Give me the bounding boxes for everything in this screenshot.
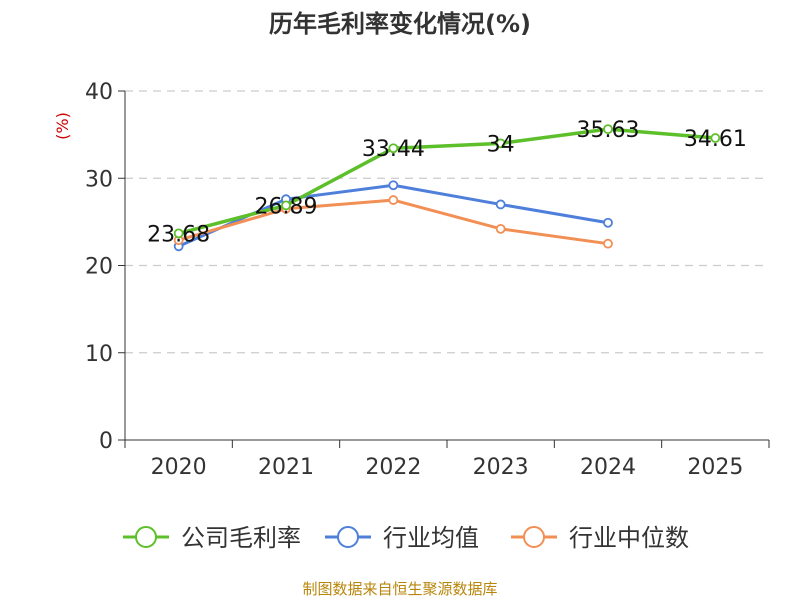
- data-point: [495, 223, 506, 234]
- data-point: [388, 143, 399, 154]
- data-point: [710, 133, 721, 143]
- data-point: [603, 124, 613, 135]
- legend-label: 行业中位数: [569, 524, 689, 552]
- legend-marker: [135, 526, 157, 548]
- y-tick-label: 40: [85, 80, 113, 105]
- y-tick-label: 20: [85, 255, 113, 280]
- x-tick-label: 2021: [258, 455, 314, 480]
- data-point: [603, 217, 613, 228]
- legend-marker: [523, 526, 545, 548]
- data-point: [495, 138, 506, 149]
- source-note: 制图数据来自恒生聚源数据库: [302, 580, 498, 598]
- legend-label: 行业均值: [383, 524, 479, 552]
- legend-marker: [337, 526, 359, 548]
- data-label: 34.61: [684, 127, 747, 152]
- y-tick-label: 10: [85, 342, 113, 367]
- x-tick-label: 2023: [473, 455, 529, 480]
- data-point: [388, 195, 399, 205]
- data-point: [495, 199, 506, 210]
- data-point: [281, 200, 291, 211]
- y-tick-label: 30: [85, 167, 113, 192]
- data-label: 23.68: [147, 222, 210, 247]
- x-tick-label: 2025: [687, 455, 743, 480]
- x-tick-label: 2022: [365, 455, 421, 480]
- data-label: 33.44: [362, 137, 425, 162]
- y-axis-label: (%): [53, 112, 72, 140]
- x-tick-label: 2024: [580, 455, 636, 480]
- x-tick-label: 2020: [151, 455, 207, 480]
- data-label: 26.89: [255, 194, 318, 219]
- data-label: 34: [487, 132, 515, 157]
- y-tick-label: 0: [99, 429, 113, 454]
- series-line: [178, 127, 716, 236]
- chart-title: 历年毛利率变化情况(%): [269, 10, 531, 38]
- data-point: [173, 228, 184, 239]
- data-point: [603, 238, 613, 249]
- series-line: [178, 198, 609, 246]
- legend-label: 公司毛利率: [181, 524, 301, 552]
- data-label: 35.63: [577, 118, 640, 143]
- data-point: [388, 180, 399, 191]
